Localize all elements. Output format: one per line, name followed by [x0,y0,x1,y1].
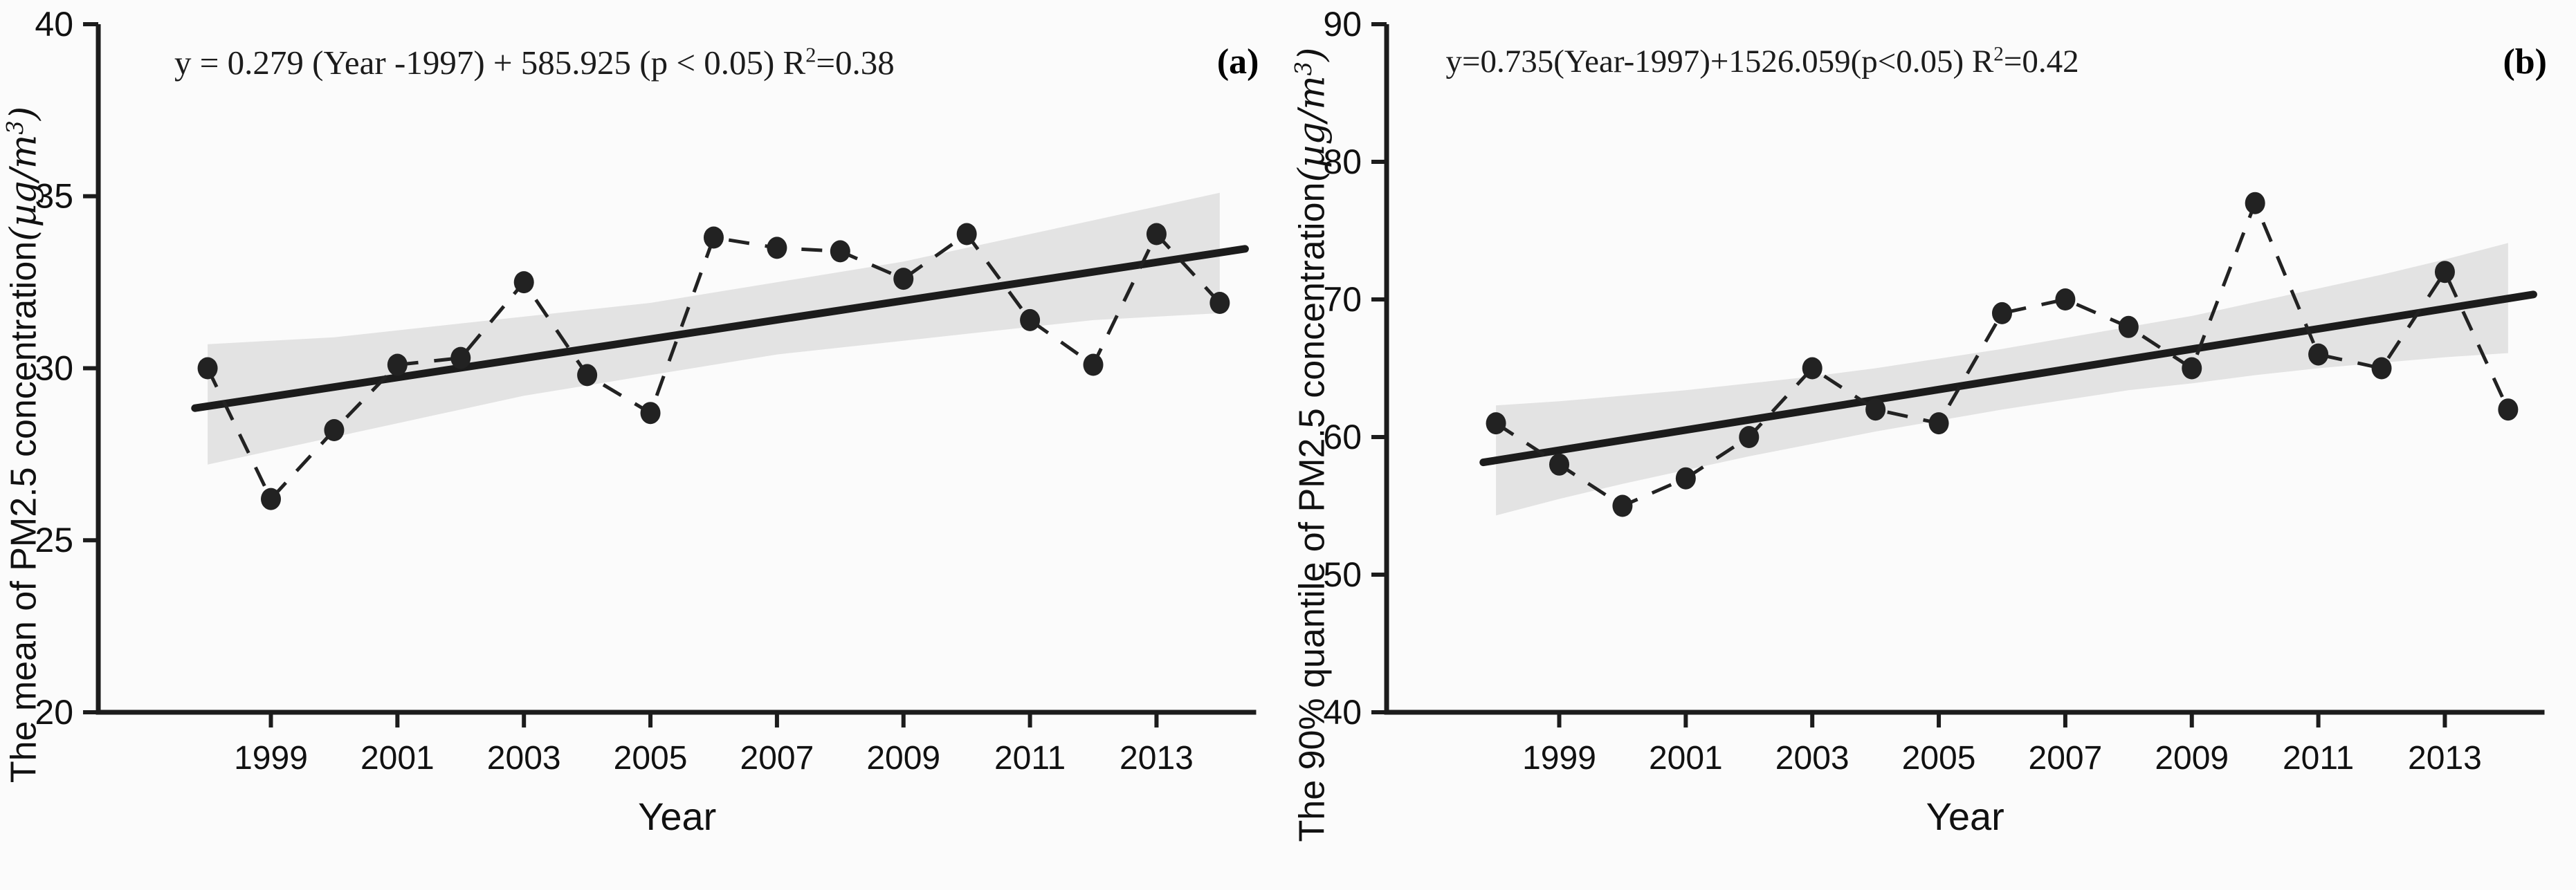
y-tick-label: 35 [35,177,73,216]
plot-area-b: 40 50 60 70 80 90 1999 2001 2003 2005 2007 2009 2011… [1323,5,2544,777]
series-dashed-line [1495,198,2510,508]
y-tick-label: 20 [35,693,73,732]
data-point [2497,398,2518,421]
y-tick-label: 50 [1323,555,1362,594]
x-tick-label: 2011 [2282,740,2353,777]
x-tick-label: 2005 [1901,740,1975,777]
data-point [1802,357,1823,380]
x-tick-label: 2011 [994,740,1066,777]
regression-equation-b: y=0.735(Year-1997)+1526.059(p<0.05) R2=0… [1445,43,2079,80]
data-point [1675,467,1696,490]
y-tick-label: 70 [1323,280,1362,319]
data-point [1083,353,1104,376]
y-tick-label: 60 [1323,418,1362,456]
y-tick-label: 25 [35,521,73,559]
data-point [1991,302,2012,324]
data-point [893,268,914,290]
data-point [2371,357,2392,380]
regression-equation-a: y = 0.279 (Year -1997) + 585.925 (p < 0.… [174,43,895,82]
y-tick-label: 40 [35,5,73,44]
data-point [261,488,282,510]
x-tick-label: 2013 [2408,740,2482,777]
data-point [1928,412,1949,435]
x-tick-label: 2003 [487,740,561,777]
y-tick-label: 90 [1323,5,1362,44]
x-tick-label: 2007 [2028,740,2102,777]
data-point [2118,315,2139,338]
x-tick-label: 2007 [740,740,814,777]
x-tick-label: 1999 [1522,740,1596,777]
trend-line [191,245,1249,412]
data-point [1486,412,1506,435]
data-point [830,240,850,263]
x-tick-label: 2013 [1120,740,1194,777]
x-tick-label: 2001 [1648,740,1722,777]
x-tick-label: 2009 [2155,740,2229,777]
data-point [513,271,534,294]
data-point [703,226,724,249]
data-point [2054,288,2075,310]
data-point [1146,223,1167,245]
data-point [2245,192,2265,214]
data-point [1611,494,1632,517]
data-point [1549,453,1569,476]
data-point [324,419,345,441]
data-point [450,346,471,369]
data-point [577,364,598,387]
axis-lines [1384,24,2544,715]
panel-letter-a: (a) [1216,42,1259,82]
data-point [387,353,408,376]
x-axis-title-a: Year [638,795,717,838]
data-point [1209,292,1230,314]
x-tick-label: 1999 [234,740,308,777]
data-point [767,237,787,259]
y-tick-label: 30 [35,349,73,388]
panel-b: The 90% quantile of PM2.5 concentration(… [1288,0,2576,890]
plot-area-a: 20 25 30 35 40 1999 2001 2003 2005 2007 2009 2011 20… [35,5,1257,777]
data-point [1865,398,1885,421]
panel-letter-b: (b) [2503,42,2547,82]
data-point [2434,261,2455,284]
x-tick-label: 2009 [866,740,940,777]
data-point [956,223,977,245]
y-tick-label: 40 [1323,693,1362,732]
data-point [2308,343,2328,366]
x-tick-label: 2001 [360,740,435,777]
panel-a: The mean of PM2.5 concentration(µg/m3) 2… [2,5,1259,838]
x-axis-title-b: Year [1926,795,2004,838]
data-point [197,357,218,380]
x-tick-label: 2003 [1775,740,1849,777]
series-dashed-line [205,231,1221,503]
data-point [1020,308,1041,331]
y-tick-label: 80 [1323,142,1362,181]
trend-line [1479,290,2537,467]
data-point [1738,426,1759,448]
data-point [2181,357,2202,380]
x-tick-label: 2005 [614,740,688,777]
data-point [640,402,661,425]
